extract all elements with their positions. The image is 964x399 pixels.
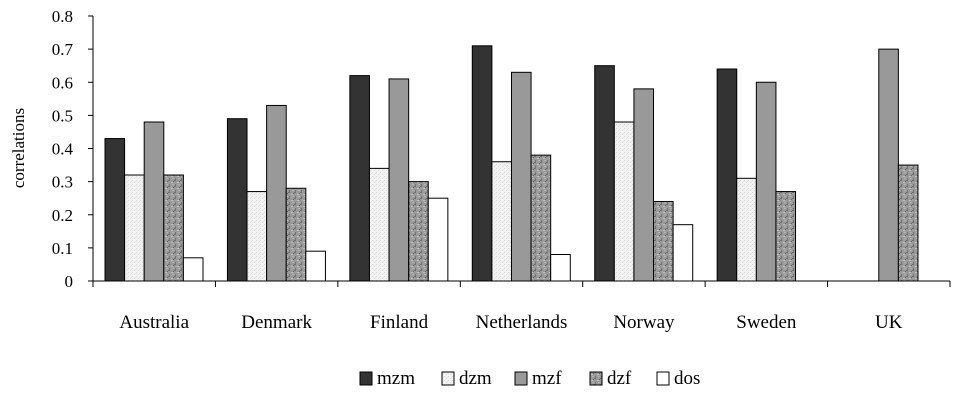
bar-mzm [349, 75, 370, 282]
bar-dzm [736, 177, 757, 282]
x-tick-label: Netherlands [476, 312, 568, 333]
y-axis: 0 0.1 0.2 0.3 0.4 0.5 0.6 0.7 0.8 [52, 7, 94, 291]
bar-dzf [530, 154, 552, 282]
bar-mzm [716, 68, 738, 282]
legend-label-dzm: dzm [459, 368, 492, 389]
y-tick-label: 0.8 [52, 7, 73, 26]
x-tick-label: Denmark [241, 312, 312, 333]
bar-dzf [897, 164, 919, 282]
bar-mzf [143, 121, 165, 282]
bar-dos [305, 250, 326, 282]
bar-dos [550, 254, 571, 282]
bar-dzf [653, 201, 674, 282]
bar-dzf [285, 187, 307, 282]
bar-dos [182, 257, 204, 282]
legend-label-dzf: dzf [607, 368, 632, 389]
bar-dzm [491, 161, 512, 282]
legend: mzm dzm mzf dzf dos [359, 368, 700, 389]
y-axis-label: correlations [9, 108, 28, 188]
bar-dzf [163, 174, 184, 282]
bars-group [104, 45, 919, 282]
bar-dos [672, 224, 694, 282]
legend-label-dos: dos [674, 368, 700, 389]
y-tick-label: 0.6 [52, 73, 73, 92]
bar-dzm [368, 167, 390, 282]
bar-mzf [388, 78, 410, 282]
y-tick-label: 0.5 [52, 106, 73, 125]
bar-mzf [878, 48, 899, 282]
legend-swatch-dzf [589, 371, 603, 386]
bar-mzf [266, 104, 287, 282]
bar-dzf [775, 191, 797, 282]
bar-mzf [633, 88, 655, 282]
legend-swatch-mzm [359, 371, 373, 386]
bar-mzm [471, 45, 493, 282]
x-tick-label: Finland [370, 312, 429, 333]
legend-swatch-dos [656, 371, 670, 386]
x-tick-label: UK [875, 312, 903, 333]
legend-swatch-dzm [441, 371, 455, 386]
y-tick-label: 0.1 [52, 239, 73, 258]
x-tick-label: Norway [613, 312, 675, 333]
bar-mzf [755, 81, 777, 282]
bar-mzf [510, 71, 532, 282]
y-tick-label: 0.7 [52, 40, 74, 59]
x-tick-label: Sweden [736, 312, 797, 333]
bar-mzm [594, 65, 615, 282]
y-tick-label: 0.4 [52, 140, 74, 159]
bar-dos [427, 197, 449, 282]
bar-dzm [124, 174, 145, 282]
legend-label-mzf: mzf [532, 368, 562, 389]
legend-swatch-mzf [514, 371, 528, 386]
bar-mzm [104, 138, 126, 282]
bar-mzm [226, 118, 248, 282]
bar-dzm [246, 191, 268, 282]
y-tick-label: 0 [65, 272, 74, 291]
legend-label-mzm: mzm [377, 368, 415, 389]
x-tick-label: Australia [119, 312, 189, 333]
x-axis: Australia Denmark Finland Netherlands Norway… [92, 280, 951, 333]
bar-dzm [613, 121, 635, 282]
y-tick-label: 0.3 [52, 173, 73, 192]
bar-dzf [408, 181, 429, 282]
y-tick-label: 0.2 [52, 206, 73, 225]
